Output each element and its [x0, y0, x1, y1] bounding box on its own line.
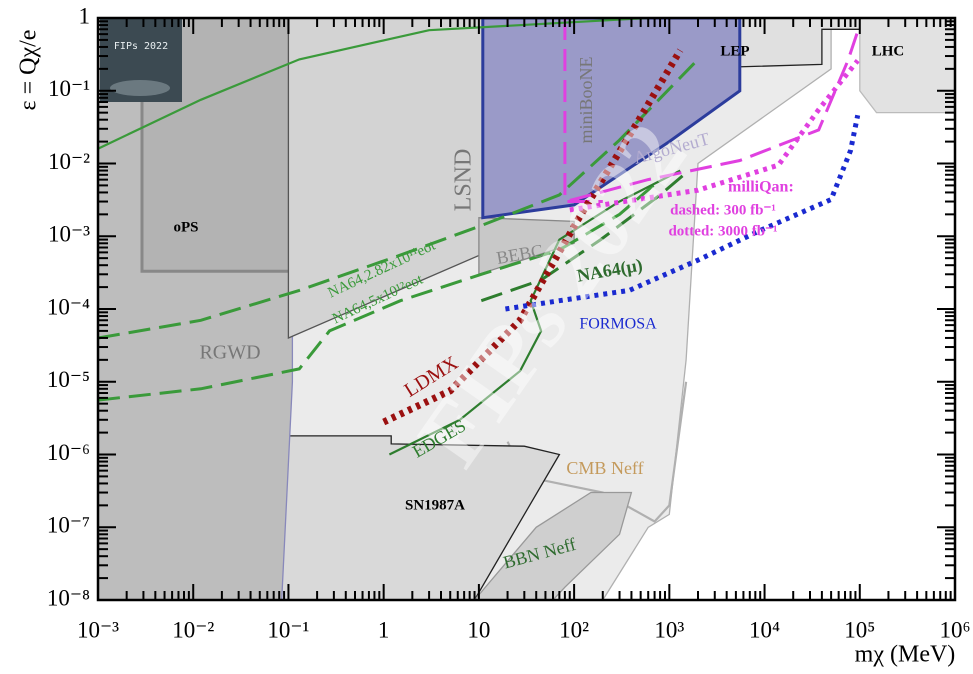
y-tick-label: 10⁻³ [48, 222, 90, 247]
limit-line [98, 58, 700, 340]
y-tick-label: 10⁻⁴ [47, 294, 90, 319]
exclusion-region [859, 18, 955, 114]
badge-image [110, 80, 170, 96]
y-axis-label: ε = Qχ/e [16, 30, 42, 111]
x-tick-label: 10⁵ [844, 617, 875, 642]
y-tick-label: 10⁻² [48, 149, 90, 174]
limit-line [569, 24, 862, 202]
series-label: oPS [173, 219, 198, 235]
series-label: CMB Neff [566, 458, 643, 478]
y-tick-label: 10⁻⁶ [47, 440, 90, 465]
exclusion-region [478, 217, 575, 276]
x-axis-label: mχ (MeV) [855, 642, 956, 668]
exclusion-region [481, 18, 742, 220]
series-label: LEP [720, 43, 749, 59]
annotation: milliQan: [728, 179, 794, 196]
series-label: RGWD [199, 342, 260, 364]
series-label: FORMOSA [579, 316, 657, 333]
x-tick-label: 10³ [654, 617, 684, 642]
x-tick-label: 10⁴ [749, 617, 780, 642]
badge-text: FIPs 2022 [114, 41, 168, 52]
y-tick-label: 10⁻⁵ [47, 367, 90, 392]
limit-line [480, 169, 690, 303]
x-tick-label: 1 [378, 617, 390, 642]
x-tick-label: 10⁻² [172, 617, 214, 642]
plot-area: FIPs 2022 [98, 18, 955, 600]
limit-line [98, 178, 662, 402]
limit-line [98, 18, 649, 150]
x-tick-label: 10⁻¹ [267, 617, 309, 642]
y-tick-label: 10⁻¹ [48, 76, 90, 101]
exclusion-region [473, 491, 633, 600]
series-label: LSND [451, 149, 477, 212]
series-label: dotted: 3000 fb⁻¹ [668, 223, 777, 239]
x-tick-label: 10⁻³ [77, 617, 119, 642]
series-label: SN1987A [405, 497, 465, 513]
y-tick-label: 1 [79, 3, 91, 28]
series-label: dashed: 300 fb⁻¹ [670, 202, 776, 218]
series-label: miniBooNE [576, 56, 596, 143]
x-tick-label: 10 [467, 617, 490, 642]
y-tick-label: 10⁻⁷ [47, 513, 90, 538]
limit-line [505, 114, 861, 312]
series-label: LHC [872, 43, 905, 59]
x-tick-label: 10⁶ [939, 617, 970, 642]
y-tick-label: 10⁻⁸ [47, 585, 90, 610]
limit-line [388, 169, 681, 456]
x-tick-label: 10² [559, 617, 589, 642]
